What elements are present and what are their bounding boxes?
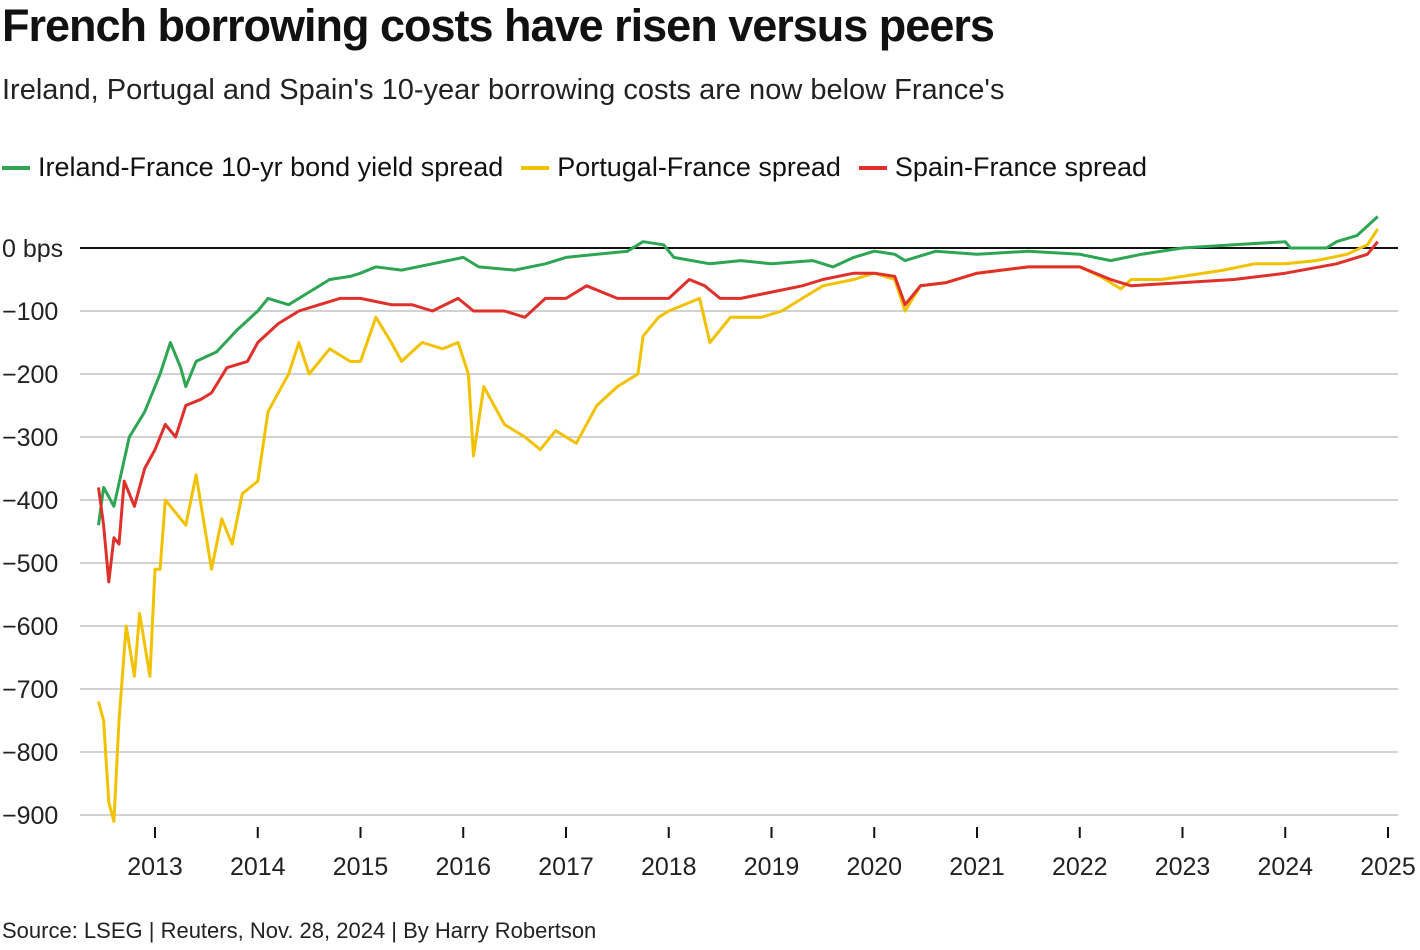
x-tick-label: 2022 <box>1052 853 1108 881</box>
y-tick-label: −900 <box>2 802 58 830</box>
chart-title: French borrowing costs have risen versus… <box>2 0 995 51</box>
y-tick-label: −300 <box>2 424 58 452</box>
y-tick-label: −700 <box>2 676 58 704</box>
legend-swatch <box>858 165 887 170</box>
y-tick-label: −100 <box>2 298 58 326</box>
legend-item-portugal: Portugal-France spread <box>521 152 841 183</box>
series-line-spain <box>97 240 1379 584</box>
x-tick-label: 2017 <box>538 853 594 881</box>
source-note: Source: LSEG | Reuters, Nov. 28, 2024 | … <box>2 918 597 943</box>
y-tick-label: −400 <box>2 487 58 515</box>
x-tick-label: 2024 <box>1257 853 1313 881</box>
series-line-ireland <box>97 215 1379 526</box>
legend-label: Ireland-France 10-yr bond yield spread <box>38 152 504 182</box>
x-tick-label: 2015 <box>333 853 389 881</box>
y-tick-label: 0 bps <box>2 235 63 263</box>
legend: Ireland-France 10-yr bond yield spread P… <box>2 152 1147 183</box>
x-tick-label: 2023 <box>1155 853 1211 881</box>
chart-subtitle: Ireland, Portugal and Spain's 10-year bo… <box>2 74 1005 106</box>
x-tick-label: 2019 <box>744 853 800 881</box>
x-tick-label: 2016 <box>435 853 491 881</box>
y-tick-label: −500 <box>2 550 58 578</box>
x-tick-label: 2020 <box>846 853 902 881</box>
x-tick-label: 2025 <box>1360 853 1416 881</box>
legend-label: Portugal-France spread <box>557 152 841 182</box>
legend-item-spain: Spain-France spread <box>858 152 1148 183</box>
x-tick-label: 2021 <box>949 853 1005 881</box>
legend-swatch <box>521 165 550 170</box>
legend-swatch <box>2 165 30 170</box>
y-tick-label: −600 <box>2 613 58 641</box>
legend-item-ireland: Ireland-France 10-yr bond yield spread <box>2 152 503 183</box>
x-tick-label: 2013 <box>127 853 183 881</box>
y-tick-label: −200 <box>2 361 58 389</box>
legend-label: Spain-France spread <box>894 152 1148 182</box>
x-tick-label: 2014 <box>230 853 286 881</box>
x-tick-label: 2018 <box>641 853 697 881</box>
y-tick-label: −800 <box>2 739 58 767</box>
